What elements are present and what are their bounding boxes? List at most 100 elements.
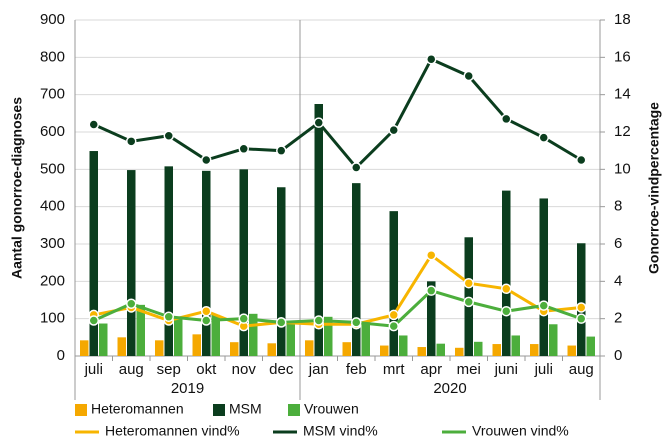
y-tick-label: 100 — [40, 310, 65, 327]
marker — [426, 249, 437, 261]
y-tick-label: 0 — [57, 347, 65, 364]
marker — [538, 132, 549, 143]
legend-label: MSM vind% — [303, 423, 378, 439]
x-group-label: 2019 — [171, 380, 204, 397]
x-tick-label: juli — [84, 361, 103, 378]
bar — [164, 166, 173, 356]
bar — [80, 340, 89, 356]
x-tick-label: dec — [269, 361, 294, 378]
bar — [249, 313, 258, 356]
x-tick-label: jan — [308, 361, 329, 378]
marker — [351, 162, 362, 173]
legend-label: Vrouwen — [304, 401, 359, 417]
marker — [388, 124, 399, 136]
bar — [89, 151, 98, 356]
legend-label: Heteromannen — [91, 401, 184, 417]
x-tick-label: mei — [457, 361, 481, 378]
marker — [463, 70, 474, 82]
marker — [238, 143, 249, 155]
marker — [426, 53, 437, 65]
y2-tick-label: 2 — [614, 310, 622, 327]
x-group-label: 2020 — [433, 380, 466, 397]
bar — [314, 104, 323, 356]
marker — [126, 136, 137, 147]
marker — [501, 113, 512, 125]
y-axis-title: Aantal gonorroe-diagnoses — [9, 97, 25, 279]
x-tick-label: apr — [420, 361, 442, 378]
bar — [286, 322, 295, 356]
y2-tick-label: 4 — [614, 272, 622, 289]
bar — [305, 340, 314, 356]
bar — [539, 198, 548, 356]
bar — [267, 343, 276, 356]
marker — [501, 305, 512, 317]
legend-swatch — [288, 404, 300, 416]
marker — [276, 317, 287, 328]
bar — [127, 170, 136, 356]
y-tick-label: 300 — [40, 235, 65, 252]
marker — [576, 313, 587, 324]
y-tick-label: 800 — [40, 48, 65, 65]
marker — [463, 296, 474, 308]
marker — [201, 305, 212, 317]
y2-tick-label: 10 — [614, 160, 631, 177]
bar — [202, 170, 211, 356]
y2-tick-label: 18 — [614, 11, 631, 28]
bar — [511, 335, 520, 356]
y-tick-label: 400 — [40, 198, 65, 215]
marker — [351, 317, 362, 328]
y2-tick-label: 6 — [614, 235, 622, 252]
bar — [342, 342, 351, 356]
bar — [174, 316, 183, 356]
y2-tick-label: 16 — [614, 48, 631, 65]
x-tick-label: feb — [346, 361, 367, 378]
marker — [238, 313, 249, 324]
line — [93, 253, 582, 328]
x-tick-label: okt — [196, 361, 217, 378]
bar — [324, 316, 333, 356]
y2-axis-title: Gonorroe-vindpercentage — [646, 102, 662, 274]
bar — [389, 211, 398, 356]
legend-swatch — [213, 404, 225, 416]
marker — [538, 300, 549, 311]
bar — [117, 337, 126, 356]
bar — [277, 187, 286, 356]
marker — [426, 285, 437, 296]
bar — [586, 336, 595, 356]
y2-tick-label: 0 — [614, 347, 622, 364]
x-tick-label: aug — [119, 361, 144, 378]
bar — [211, 314, 220, 356]
marker — [88, 315, 99, 326]
bar — [361, 322, 370, 356]
bar — [567, 345, 576, 356]
y-tick-label: 500 — [40, 160, 65, 177]
marker — [201, 154, 212, 166]
y2-tick-label: 8 — [614, 198, 622, 215]
x-tick-label: mrt — [383, 361, 405, 378]
marker — [576, 302, 587, 313]
bar — [492, 344, 501, 356]
bar — [474, 341, 483, 356]
y-tick-label: 200 — [40, 272, 65, 289]
y2-tick-label: 14 — [614, 86, 631, 103]
bar — [436, 343, 445, 356]
marker — [501, 283, 512, 295]
marker — [276, 145, 287, 156]
bar — [549, 324, 558, 356]
y-tick-label: 700 — [40, 86, 65, 103]
bar — [380, 345, 389, 356]
x-tick-label: aug — [569, 361, 594, 378]
marker — [463, 277, 474, 289]
bar — [99, 323, 108, 356]
bar — [352, 183, 361, 356]
bar — [417, 347, 426, 356]
line — [93, 288, 582, 328]
marker — [313, 117, 324, 128]
bar — [427, 281, 436, 356]
legend-label: Heteromannen vind% — [105, 423, 240, 439]
bar — [230, 342, 239, 356]
bar — [577, 243, 586, 356]
marker — [576, 154, 587, 166]
marker — [88, 119, 99, 130]
bar — [192, 334, 201, 356]
